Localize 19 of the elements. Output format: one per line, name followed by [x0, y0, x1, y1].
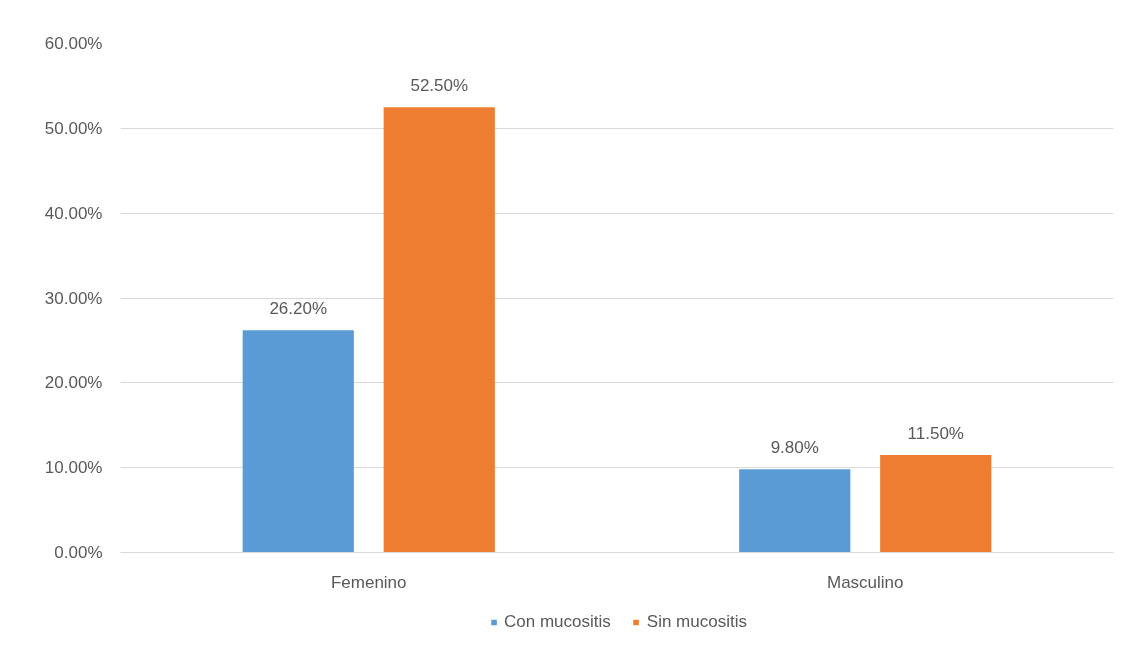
bar — [880, 454, 992, 553]
y-tick-label: 0.00% — [54, 543, 103, 562]
legend-label: Con mucositis — [504, 612, 611, 632]
y-tick-label: 50.00% — [44, 118, 103, 138]
legend-label: Sin mucositis — [646, 612, 747, 632]
data-label: 26.20% — [269, 299, 328, 319]
y-tick-label: 10.00% — [44, 458, 103, 478]
data-label: 11.50% — [907, 423, 964, 443]
data-label: 52.50% — [410, 76, 469, 96]
bar — [739, 469, 851, 553]
bar — [383, 107, 495, 553]
x-tick-label: Femenino — [330, 572, 407, 592]
y-tick-label: 20.00% — [44, 373, 103, 393]
y-tick-label: 40.00% — [44, 203, 103, 223]
y-tick-label: 30.00% — [44, 288, 103, 308]
bar — [242, 330, 354, 553]
x-tick-label: Masculino — [826, 572, 904, 592]
y-tick-label: 60.00% — [44, 34, 103, 53]
data-label: 9.80% — [770, 438, 819, 458]
